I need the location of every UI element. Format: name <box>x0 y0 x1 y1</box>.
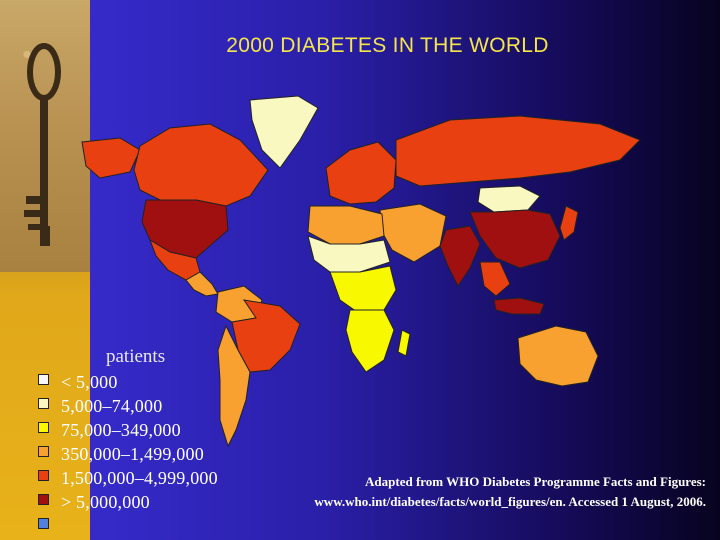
legend-swatch <box>38 373 49 385</box>
legend-item: 1,500,000–4,999,000 <box>38 466 218 490</box>
legend-title: patients <box>106 346 166 367</box>
map-region-mongolia <box>477 185 541 213</box>
map-region-canada <box>133 123 269 207</box>
legend-item: 350,000–1,499,000 <box>38 442 218 466</box>
map-region-greenland <box>249 95 319 169</box>
legend-label: > 5,000,000 <box>61 491 150 512</box>
map-region-indonesia <box>493 297 545 315</box>
legend-label: 5,000–74,000 <box>61 395 163 416</box>
map-region-sahel <box>307 235 391 273</box>
legend-swatch <box>38 397 49 409</box>
legend-label: 350,000–1,499,000 <box>61 443 204 464</box>
source-line-2: www.who.int/diabetes/facts/world_figures… <box>314 494 706 509</box>
legend-swatch <box>38 445 49 457</box>
legend: < 5,000 5,000–74,000 75,000–349,000 350,… <box>38 370 218 538</box>
legend-item: > 5,000,000 <box>38 490 218 514</box>
legend-swatch <box>38 421 49 433</box>
map-region-alaska <box>81 137 141 179</box>
legend-item: 75,000–349,000 <box>38 418 218 442</box>
map-region-north-africa <box>307 205 385 245</box>
map-region-southeast-asia <box>479 261 511 297</box>
map-region-india <box>439 225 481 287</box>
map-region-argentina-chile <box>217 324 251 448</box>
legend-label: 1,500,000–4,999,000 <box>61 467 218 488</box>
source-line-1: Adapted from WHO Diabetes Programme Fact… <box>365 474 706 489</box>
map-region-russia <box>395 115 641 187</box>
map-region-central-africa <box>329 265 397 315</box>
page-title: 2000 DIABETES IN THE WORLD <box>226 34 549 57</box>
source-citation: Adapted from WHO Diabetes Programme Fact… <box>314 472 706 512</box>
map-region-australia <box>517 325 599 387</box>
legend-label: 75,000–349,000 <box>61 419 181 440</box>
legend-label: < 5,000 <box>61 371 118 392</box>
legend-item <box>38 514 218 538</box>
legend-item: < 5,000 <box>38 370 218 394</box>
legend-item: 5,000–74,000 <box>38 394 218 418</box>
legend-swatch <box>38 517 49 529</box>
map-region-madagascar <box>397 329 411 357</box>
map-region-china <box>469 209 561 269</box>
map-region-middle-east <box>379 203 447 263</box>
old-key-icon <box>24 43 61 246</box>
key-photo <box>0 0 90 272</box>
map-region-southern-africa <box>345 309 395 373</box>
map-region-europe <box>325 141 397 205</box>
map-region-usa <box>141 199 229 259</box>
legend-swatch <box>38 469 49 481</box>
legend-swatch <box>38 493 49 505</box>
map-region-brazil <box>231 299 301 373</box>
map-region-japan <box>559 205 579 241</box>
